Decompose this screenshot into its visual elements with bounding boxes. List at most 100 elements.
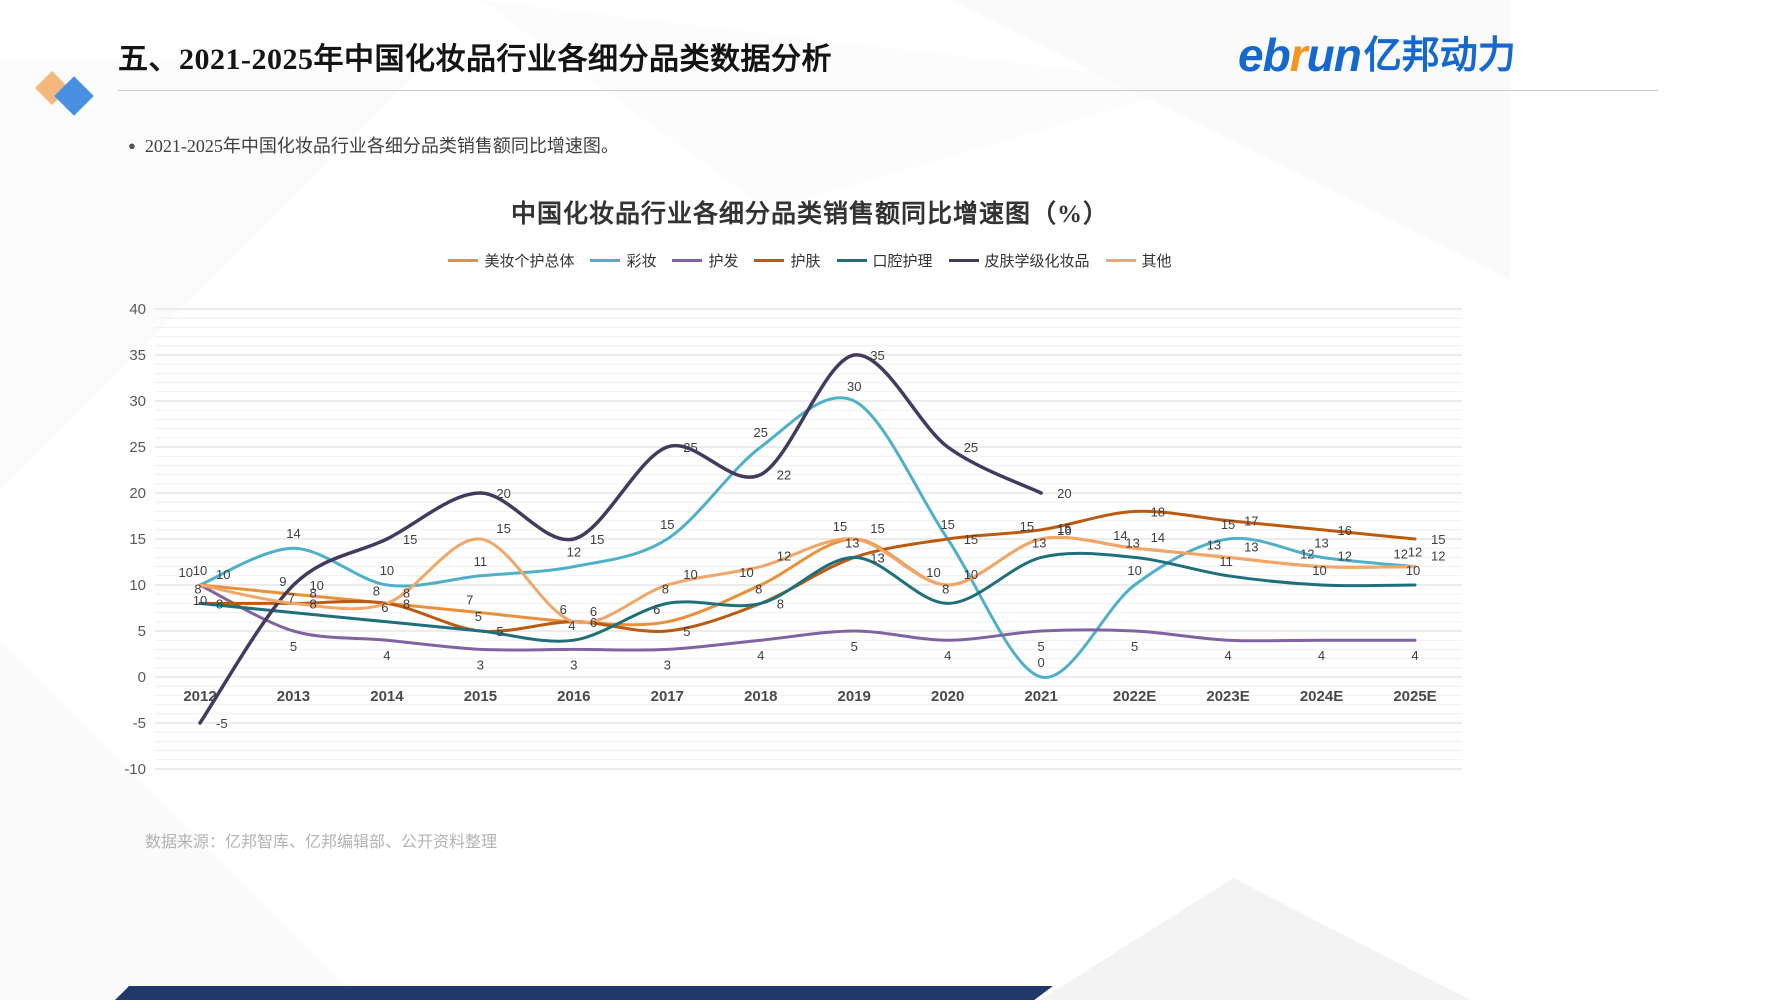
svg-text:15: 15 [940,517,954,532]
svg-text:8: 8 [309,585,316,600]
bullet-text: 2021-2025年中国化妆品行业各细分品类销售额同比增速图。 [144,136,619,156]
svg-text:20: 20 [129,485,146,502]
svg-text:2015: 2015 [464,688,497,705]
legend-item: 彩妆 [590,250,656,271]
svg-text:15: 15 [660,517,674,532]
chart-title: 中国化妆品行业各细分品类销售额同比增速图（%） [510,201,1109,228]
legend-label: 彩妆 [626,254,657,270]
legend-item: 护肤 [754,250,821,271]
svg-text:15: 15 [833,519,847,534]
svg-text:8: 8 [194,581,201,596]
svg-text:12: 12 [1408,545,1422,560]
svg-text:2022E: 2022E [1113,688,1156,705]
svg-text:3: 3 [664,657,671,672]
svg-text:7: 7 [288,591,295,606]
svg-text:6: 6 [590,615,597,630]
svg-text:2013: 2013 [277,688,310,705]
chart-legend: 美妆个护总体 彩妆 护发 护肤 口腔护理 皮肤学级化妆品 其他 [155,250,1465,271]
svg-text:5: 5 [475,609,482,624]
svg-text:2017: 2017 [651,688,684,705]
svg-text:4: 4 [568,618,575,633]
svg-text:12: 12 [567,545,581,560]
svg-text:8: 8 [373,583,380,598]
svg-text:15: 15 [496,521,510,536]
svg-text:4: 4 [1318,648,1325,663]
svg-text:-5: -5 [216,716,228,731]
svg-text:10: 10 [1312,563,1326,578]
svg-text:11: 11 [1219,554,1233,569]
svg-text:2014: 2014 [370,688,404,705]
svg-text:10: 10 [380,563,394,578]
legend-label: 其他 [1141,254,1172,270]
svg-text:25: 25 [129,439,146,456]
svg-text:8: 8 [216,596,223,611]
svg-text:15: 15 [1431,532,1445,547]
logo-text-r: r [1289,29,1308,81]
svg-text:10: 10 [739,565,753,580]
svg-text:10: 10 [1406,563,1420,578]
svg-text:16: 16 [1338,523,1352,538]
legend-item: 其他 [1105,250,1172,271]
svg-text:3: 3 [477,657,484,672]
svg-text:14: 14 [1151,530,1165,545]
svg-text:15: 15 [403,532,417,547]
svg-text:5: 5 [138,623,146,640]
legend-label: 护发 [708,254,739,270]
svg-text:8: 8 [755,581,762,596]
legend-item: 美妆个护总体 [448,250,574,271]
legend-swatch [448,259,479,262]
logo-text-cn: 亿邦动力 [1363,35,1516,77]
svg-text:2018: 2018 [744,688,777,705]
svg-text:9: 9 [279,574,286,589]
svg-text:3: 3 [570,657,577,672]
svg-text:13: 13 [1207,537,1221,552]
svg-text:8: 8 [777,596,784,611]
background-polygon [480,0,1200,210]
svg-text:13: 13 [1125,535,1139,550]
svg-text:25: 25 [754,425,768,440]
svg-text:16: 16 [1057,523,1071,538]
svg-text:10: 10 [1127,563,1141,578]
svg-text:17: 17 [1244,514,1258,529]
logo-text-eb: eb [1238,29,1291,81]
svg-text:15: 15 [1221,517,1235,532]
svg-text:12: 12 [777,549,791,564]
svg-text:25: 25 [964,440,978,455]
svg-text:13: 13 [1032,535,1046,550]
svg-text:10: 10 [193,593,207,608]
svg-text:0: 0 [138,669,146,686]
svg-text:4: 4 [383,648,390,663]
svg-text:2019: 2019 [838,688,871,705]
svg-text:12: 12 [1431,549,1445,564]
svg-text:25: 25 [683,440,697,455]
svg-text:11: 11 [474,554,488,569]
svg-text:18: 18 [1151,504,1165,519]
svg-text:-10: -10 [124,761,146,778]
legend-swatch [590,259,621,262]
svg-text:15: 15 [870,521,884,536]
svg-text:22: 22 [777,468,791,483]
legend-swatch [672,259,703,262]
svg-text:10: 10 [179,565,193,580]
svg-text:7: 7 [466,593,473,608]
svg-text:5: 5 [683,624,690,639]
data-source: 数据来源：亿邦智库、亿邦编辑部、公开资料整理 [145,834,498,851]
svg-text:15: 15 [1020,519,1034,534]
decor-bottom-bar [115,986,1053,1000]
svg-text:10: 10 [193,563,207,578]
svg-text:5: 5 [496,624,503,639]
svg-text:10: 10 [683,567,697,582]
legend-swatch [836,259,867,262]
svg-text:2020: 2020 [931,688,964,705]
svg-text:5: 5 [851,639,858,654]
legend-swatch [754,259,785,262]
svg-text:5: 5 [290,639,297,654]
svg-text:4: 4 [944,648,951,663]
svg-text:10: 10 [216,567,230,582]
svg-text:30: 30 [847,379,861,394]
svg-text:8: 8 [403,585,410,600]
svg-text:13: 13 [1244,539,1258,554]
svg-text:4: 4 [757,648,764,663]
svg-text:-5: -5 [133,715,146,732]
